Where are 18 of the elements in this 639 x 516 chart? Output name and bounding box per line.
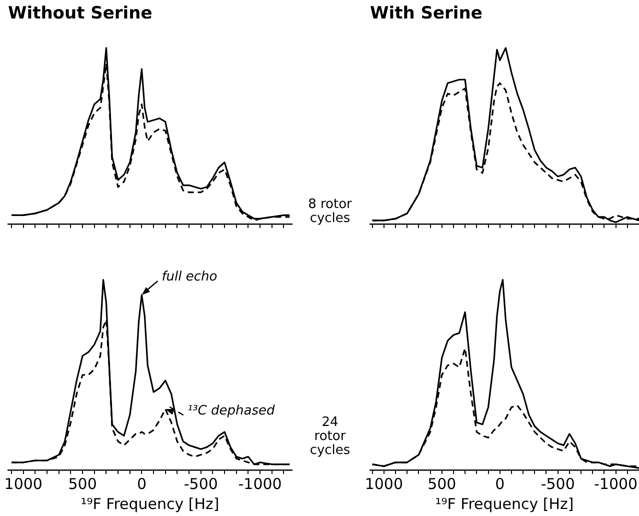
x-tick-label: -500	[184, 474, 218, 493]
chart-title: Without Serine	[8, 4, 152, 24]
x-tick-label: -500	[540, 474, 575, 493]
text: 8 rotor cycles	[307, 197, 353, 226]
x-tick-label: 500	[428, 474, 456, 493]
legend-label: ¹³C dephased	[187, 404, 276, 419]
x-tick-label: 1000	[364, 474, 404, 493]
chart-title: With Serine	[370, 4, 482, 24]
x-tick-label: 0	[136, 474, 146, 493]
x-tick-label: -1000	[238, 474, 282, 493]
series-label: full echo	[162, 269, 218, 284]
x-axis-title: ¹⁹F Frequency [Hz]	[80, 494, 220, 513]
text: 24 rotor cycles	[308, 415, 352, 458]
x-axis-title: ¹⁹F Frequency [Hz]	[435, 494, 574, 513]
x-tick-label: 1000	[4, 474, 42, 493]
x-tick-label: 500	[68, 474, 97, 493]
x-tick-label: 0	[495, 474, 505, 493]
x-tick-label: -1000	[594, 474, 638, 493]
